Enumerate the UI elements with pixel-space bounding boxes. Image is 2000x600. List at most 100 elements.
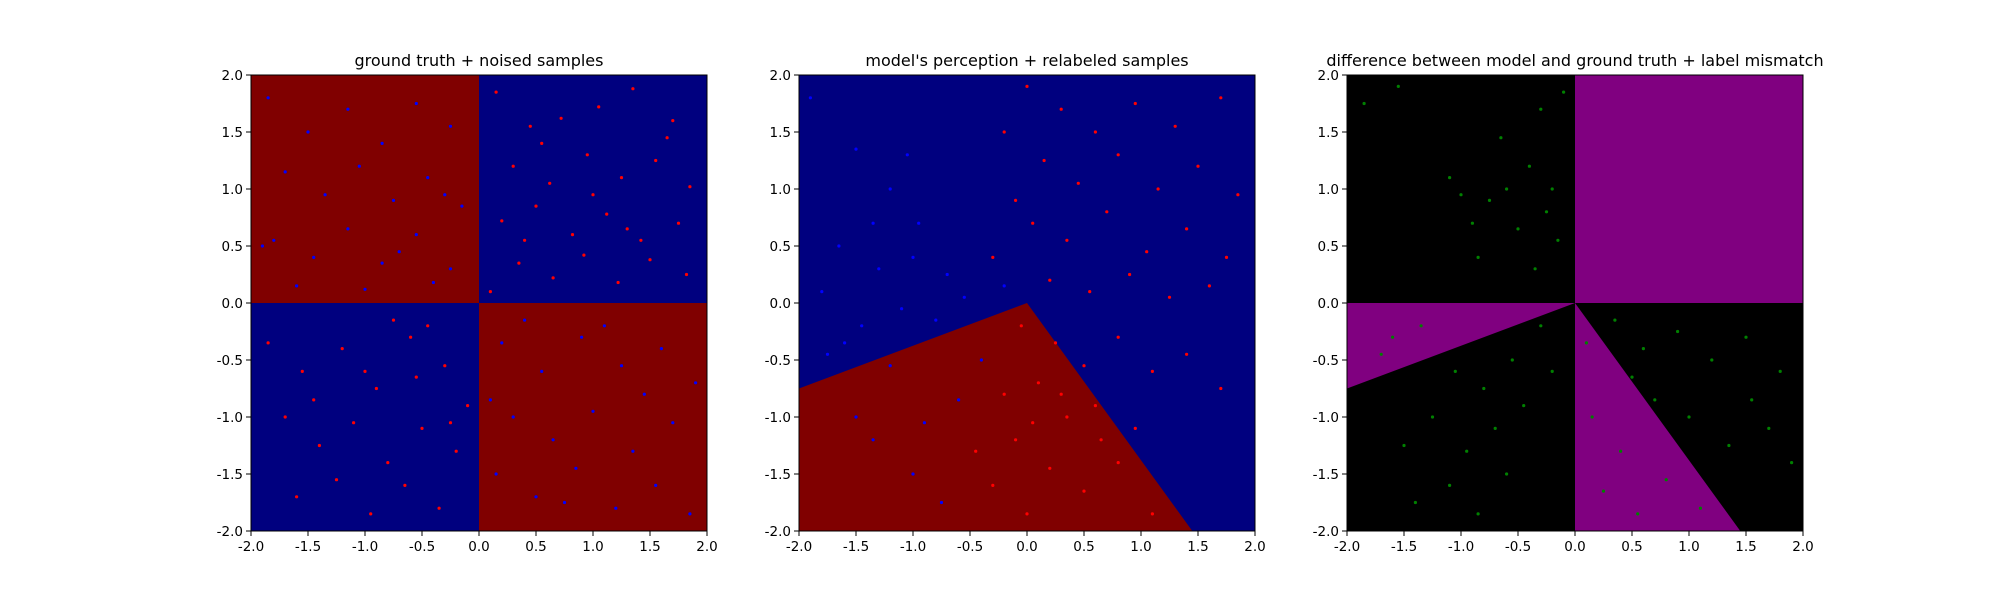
scatter-point bbox=[312, 255, 316, 259]
scatter-point bbox=[1448, 176, 1452, 180]
scatter-point bbox=[352, 421, 356, 425]
y-axis-ticks: -2.0 -1.5 -1.0 -0.5 0.0 0.5 1.0 1.5 2.0 bbox=[765, 68, 799, 540]
x-tick-label: -2.0 bbox=[1334, 539, 1360, 555]
x-tick-label: 0.5 bbox=[1073, 539, 1094, 555]
x-tick-label: 0.0 bbox=[1016, 539, 1037, 555]
scatter-point bbox=[1014, 198, 1018, 202]
background-region bbox=[251, 303, 479, 531]
scatter-point bbox=[523, 238, 527, 242]
y-tick-label: 0.5 bbox=[770, 239, 791, 255]
scatter-point bbox=[1116, 461, 1120, 465]
y-tick-label: -0.5 bbox=[1313, 353, 1339, 369]
scatter-point bbox=[684, 272, 689, 277]
scatter-point bbox=[1145, 250, 1149, 254]
x-tick-label: 1.0 bbox=[582, 539, 603, 555]
scatter-point bbox=[1099, 438, 1103, 442]
x-axis-ticks: -2.0 -1.5 -1.0 -0.5 0.0 0.5 1.0 1.5 2.0 bbox=[786, 531, 1266, 555]
background-region bbox=[799, 303, 1193, 531]
scatter-point bbox=[1539, 324, 1543, 328]
scatter-point bbox=[1048, 278, 1052, 282]
scatter-point bbox=[1059, 392, 1063, 396]
scatter-point bbox=[962, 295, 966, 299]
scatter-point bbox=[957, 398, 961, 402]
scatter-point bbox=[1219, 96, 1223, 100]
scatter-point bbox=[1219, 386, 1223, 391]
scatter-point bbox=[1550, 369, 1554, 373]
scatter-point bbox=[688, 512, 692, 516]
scatter-point bbox=[369, 512, 373, 516]
scatter-point bbox=[1476, 512, 1480, 516]
scatter-point bbox=[877, 267, 881, 271]
scatter-point bbox=[1082, 364, 1086, 368]
x-tick-label: 2.0 bbox=[1792, 539, 1813, 555]
scatter-point bbox=[323, 193, 327, 197]
panel-model-perception: model's perception + relabeled samples -… bbox=[765, 51, 1266, 555]
scatter-point bbox=[374, 386, 378, 391]
x-tick-label: -1.0 bbox=[352, 539, 378, 555]
scatter-point bbox=[1133, 426, 1137, 430]
scatter-point bbox=[266, 96, 270, 100]
y-tick-label: 0.0 bbox=[770, 296, 791, 312]
scatter-point bbox=[511, 164, 515, 168]
scatter-point bbox=[1476, 255, 1480, 259]
scatter-point bbox=[1778, 369, 1782, 373]
scatter-point bbox=[454, 449, 458, 453]
scatter-point bbox=[585, 153, 589, 157]
scatter-point bbox=[1379, 352, 1383, 356]
background-regions bbox=[251, 75, 707, 531]
scatter-point bbox=[1396, 84, 1400, 88]
scatter-point bbox=[1453, 369, 1457, 373]
scatter-point bbox=[1482, 386, 1486, 391]
scatter-point bbox=[1014, 438, 1018, 442]
scatter-point bbox=[1185, 352, 1189, 356]
y-tick-label: -0.5 bbox=[217, 353, 243, 369]
scatter-point bbox=[605, 212, 609, 216]
scatter-point bbox=[1053, 341, 1058, 345]
scatter-point bbox=[414, 233, 418, 237]
scatter-point bbox=[1487, 198, 1492, 202]
scatter-point bbox=[559, 116, 563, 120]
scatter-point bbox=[551, 276, 555, 280]
y-tick-label: -1.0 bbox=[765, 410, 791, 426]
scatter-point bbox=[283, 415, 287, 419]
y-tick-label: 2.0 bbox=[222, 68, 243, 84]
x-tick-label: -0.5 bbox=[409, 539, 435, 555]
scatter-point bbox=[511, 415, 515, 419]
scatter-point bbox=[500, 219, 504, 223]
scatter-point bbox=[534, 495, 538, 499]
scatter-point bbox=[346, 227, 350, 231]
background-region bbox=[479, 303, 707, 531]
scatter-point bbox=[1042, 158, 1046, 163]
scatter-points bbox=[808, 84, 1240, 516]
scatter-point bbox=[300, 369, 304, 373]
scatter-point bbox=[306, 130, 310, 134]
scatter-point bbox=[1133, 101, 1137, 106]
scatter-point bbox=[945, 272, 949, 277]
background-region bbox=[1347, 303, 1575, 389]
scatter-point bbox=[551, 438, 555, 442]
panel-title: model's perception + relabeled samples bbox=[865, 51, 1188, 70]
scatter-point bbox=[403, 483, 407, 487]
scatter-point bbox=[448, 267, 453, 271]
scatter-point bbox=[676, 221, 681, 225]
scatter-point bbox=[991, 483, 995, 487]
y-tick-label: 0.5 bbox=[222, 239, 243, 255]
scatter-point bbox=[1505, 187, 1509, 191]
scatter-point bbox=[1499, 136, 1503, 140]
panel-title: difference between model and ground trut… bbox=[1326, 51, 1823, 70]
scatter-point bbox=[1088, 290, 1092, 294]
scatter-point bbox=[1362, 101, 1366, 106]
scatter-point bbox=[934, 318, 938, 322]
scatter-point bbox=[340, 347, 344, 351]
scatter-point bbox=[820, 290, 824, 294]
scatter-point bbox=[642, 392, 646, 396]
scatter-point bbox=[426, 176, 430, 180]
scatter-point bbox=[911, 472, 915, 476]
scatter-point bbox=[1676, 329, 1680, 334]
y-tick-label: 1.5 bbox=[1318, 125, 1339, 141]
scatter-point bbox=[363, 287, 367, 291]
scatter-point bbox=[1493, 426, 1497, 430]
scatter-point bbox=[1065, 238, 1069, 242]
scatter-point bbox=[1105, 210, 1109, 214]
y-tick-label: 1.0 bbox=[222, 182, 243, 198]
